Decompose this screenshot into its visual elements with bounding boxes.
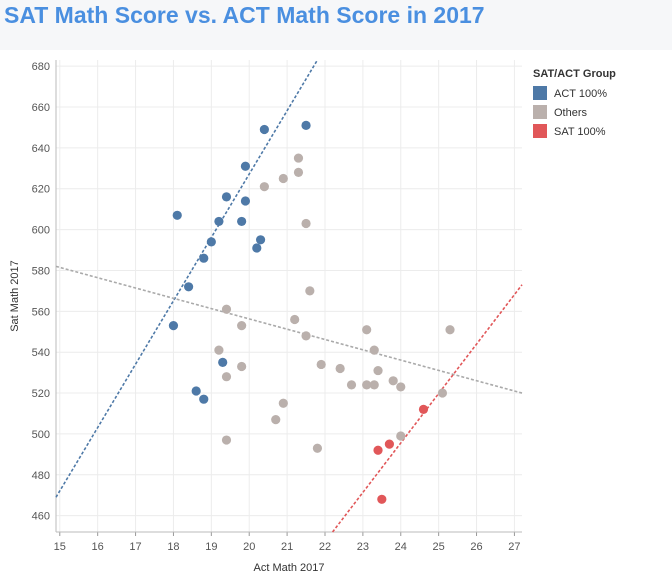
data-point — [172, 210, 182, 220]
data-point — [362, 380, 372, 390]
x-tick-label: 27 — [508, 541, 520, 553]
data-point — [377, 494, 387, 504]
trend-lines — [55, 59, 523, 533]
scatter-plot: 460 480 500 520 540 560 580 600 620 640 660 680 15 16… — [9, 59, 616, 574]
axes: 460 480 500 520 540 560 580 600 620 640 660 680 15 16… — [32, 60, 522, 553]
y-tick-label: 600 — [32, 225, 50, 237]
data-point — [346, 380, 357, 390]
data-point — [191, 386, 201, 396]
data-point — [221, 435, 232, 445]
data-point — [316, 359, 326, 370]
trend-line — [55, 59, 319, 498]
trend-line — [55, 265, 523, 394]
data-point — [206, 237, 216, 247]
data-points — [168, 120, 455, 504]
data-point — [240, 196, 251, 206]
data-point — [252, 243, 262, 253]
data-point — [373, 445, 383, 455]
data-point — [396, 431, 406, 441]
x-tick-label: 15 — [54, 541, 66, 553]
legend: SAT/ACT Group ACT 100% Others SAT 100% — [533, 68, 616, 138]
x-tick-label: 18 — [167, 541, 179, 553]
y-tick-label: 640 — [32, 143, 50, 155]
legend-swatch — [533, 105, 547, 119]
legend-label: Others — [554, 107, 588, 119]
data-point — [418, 404, 429, 415]
data-point — [293, 153, 304, 163]
y-tick-label: 500 — [32, 429, 50, 441]
data-point — [237, 216, 247, 227]
data-point — [301, 331, 311, 341]
data-point — [221, 372, 232, 382]
data-point — [240, 161, 251, 171]
legend-label: ACT 100% — [554, 88, 607, 100]
data-point — [168, 321, 179, 331]
data-point — [396, 382, 406, 392]
data-point — [290, 314, 300, 325]
data-point — [373, 365, 383, 376]
data-point — [301, 120, 311, 130]
y-tick-label: 480 — [32, 470, 50, 482]
legend-swatch — [533, 86, 547, 100]
y-tick-label: 520 — [32, 388, 50, 400]
data-point — [259, 124, 269, 135]
data-point — [255, 235, 266, 245]
data-point — [271, 415, 281, 425]
y-tick-label: 460 — [32, 511, 50, 523]
x-tick-label: 22 — [319, 541, 331, 553]
data-point — [312, 443, 323, 453]
x-tick-label: 19 — [205, 541, 217, 553]
data-point — [293, 167, 304, 177]
data-point — [278, 398, 288, 408]
data-point — [362, 325, 372, 335]
y-tick-label: 660 — [32, 102, 50, 114]
axis-labels: Act Math 2017 Sat Math 2017 — [9, 260, 324, 574]
y-tick-label: 560 — [32, 306, 50, 318]
x-tick-label: 25 — [433, 541, 445, 553]
data-point — [259, 182, 269, 192]
x-axis-label: Act Math 2017 — [254, 562, 325, 574]
grid — [56, 60, 522, 532]
legend-swatch — [533, 124, 547, 138]
x-tick-label: 16 — [92, 541, 104, 553]
y-tick-label: 580 — [32, 265, 50, 277]
data-point — [221, 192, 232, 202]
title-bar: SAT Math Score vs. ACT Math Score in 201… — [0, 0, 672, 50]
x-tick-label: 21 — [281, 541, 293, 553]
data-point — [301, 218, 311, 229]
x-tick-label: 24 — [395, 541, 407, 553]
data-point — [214, 345, 224, 355]
data-point — [388, 376, 398, 386]
data-point — [384, 439, 394, 449]
data-point — [199, 253, 209, 263]
legend-label: SAT 100% — [554, 126, 606, 138]
chart-title: SAT Math Score vs. ACT Math Score in 201… — [4, 2, 485, 28]
data-point — [184, 282, 194, 292]
data-point — [199, 394, 209, 404]
y-tick-label: 620 — [32, 184, 50, 196]
data-point — [305, 286, 315, 296]
data-point — [221, 304, 232, 314]
data-point — [369, 380, 379, 390]
y-tick-label: 540 — [32, 347, 50, 359]
data-point — [218, 357, 228, 368]
legend-title: SAT/ACT Group — [533, 68, 616, 80]
y-axis-label: Sat Math 2017 — [9, 260, 21, 332]
data-point — [237, 321, 247, 331]
data-point — [278, 173, 288, 184]
data-point — [445, 325, 455, 335]
x-tick-label: 26 — [470, 541, 482, 553]
x-tick-label: 23 — [357, 541, 369, 553]
data-point — [437, 388, 448, 398]
data-point — [335, 363, 345, 374]
data-point — [369, 345, 379, 355]
x-tick-label: 20 — [243, 541, 255, 553]
y-tick-label: 680 — [32, 61, 50, 73]
x-tick-label: 17 — [129, 541, 141, 553]
data-point — [214, 216, 224, 227]
data-point — [237, 361, 247, 372]
